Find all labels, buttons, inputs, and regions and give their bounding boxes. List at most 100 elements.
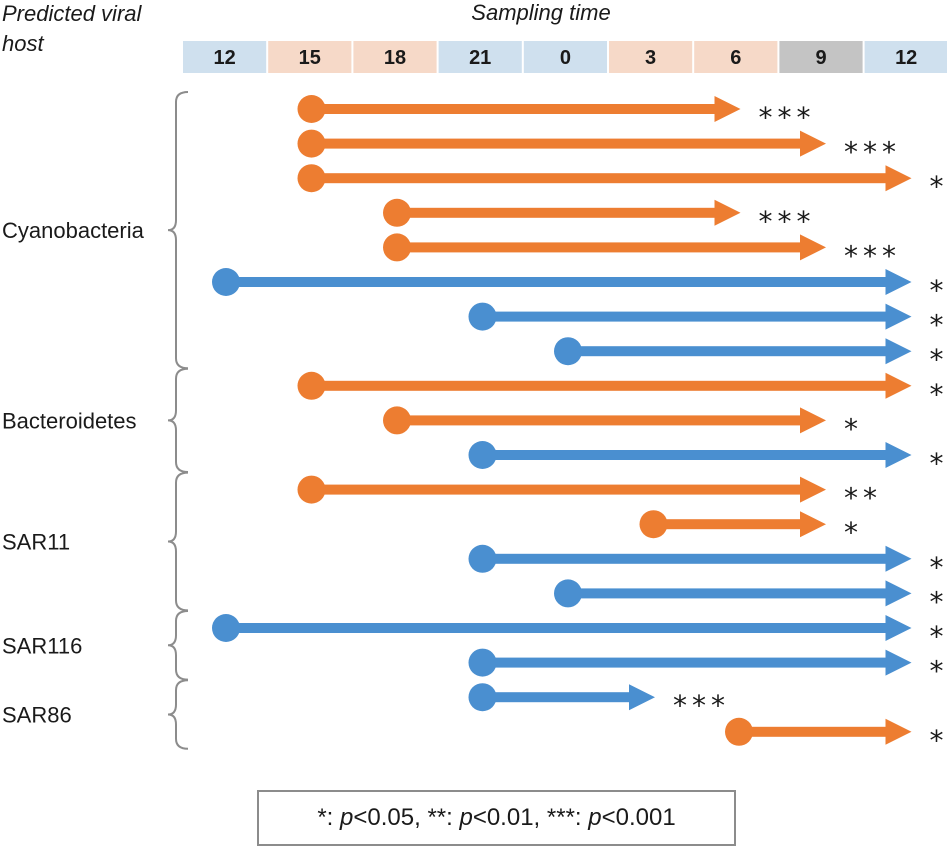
arrow-shaft [311,380,886,391]
arrow-start-dot [725,717,753,746]
arrow-start-dot [554,579,582,608]
bracket-sar86 [167,679,189,750]
time-cell-3 [438,41,522,73]
arrow-head [885,269,912,295]
arrow-start-dot [212,614,240,642]
arrow-head [800,407,826,434]
significance-label: * [844,516,863,549]
significance-label: * [844,412,863,445]
time-label-1: 15 [299,47,321,69]
arrow-row-17: *** [468,683,725,722]
arrow-shaft [311,104,715,114]
arrow-head [800,511,826,538]
bracket-sar11 [167,471,189,612]
arrow-shaft [311,484,800,495]
arrow-row-11: ** [297,475,882,515]
bracket-cyanobacteria [167,91,189,370]
arrow-head [885,580,912,607]
significance-legend: *: p<0.05, **: p<0.01, ***: p<0.001 [257,790,736,846]
arrow-start-dot [468,648,497,677]
significance-label: ** [930,551,947,584]
time-cell-1 [268,41,352,73]
arrow-row-16: * [468,648,947,688]
arrow-shaft [226,277,886,287]
time-label-3: 21 [469,47,491,69]
arrow-shaft [397,207,715,218]
significance-label: *** [844,239,901,272]
time-axis: 12 15 18 21 0 3 6 9 12 [183,41,947,73]
host-label-sar11: SAR11 [2,530,70,555]
significance-label: *** [759,101,816,134]
arrow-head [885,442,912,468]
arrow-start-dot [212,268,240,296]
arrow-head [714,96,741,122]
arrow-shaft [482,311,886,322]
arrow-start-dot [297,164,326,193]
arrow-row-4: *** [383,233,901,272]
significance-label: * [930,620,947,653]
time-label-4: 0 [560,47,571,69]
arrow-head [714,199,741,226]
legend-item-3: ***: p<0.001 [546,804,676,831]
arrow-shaft [482,553,886,564]
arrow-row-14: * [554,579,944,618]
arrow-row-12: * [639,510,863,549]
time-cell-4 [523,41,607,73]
arrow-row-7: *** [554,337,947,376]
arrow-shaft [311,138,800,149]
arrow-shaft [568,346,886,357]
arrow-shaft [226,623,886,633]
arrow-head [885,718,912,745]
arrow-shaft [397,415,800,426]
arrow-shaft [482,657,886,668]
host-label-sar86: SAR86 [2,703,72,728]
time-label-7: 9 [815,47,826,69]
time-label-5: 3 [645,47,656,69]
arrow-start-dot [297,129,326,158]
arrow-shaft [653,519,800,530]
significance-label: *** [930,170,947,203]
arrow-shaft [397,242,800,253]
arrow-start-dot [383,406,411,435]
significance-label: * [930,274,947,307]
arrow-row-15: * [212,614,947,653]
significance-label: *** [759,205,816,238]
arrow-row-2: *** [297,164,947,203]
arrow-start-dot [639,510,668,539]
arrow-start-dot [468,302,497,331]
arrow-head [800,130,826,157]
bracket-sar116 [167,610,189,681]
significance-label: *** [930,309,947,342]
time-label-2: 18 [384,47,406,69]
significance-label: * [930,378,947,411]
legend-item-2: **: p<0.01, [427,804,541,831]
time-cell-0 [183,41,267,73]
significance-label: *** [930,343,947,376]
arrow-row-18: * [725,717,944,757]
arrow-head [885,165,912,192]
host-label-bacteroidetes: Bacteroidetes [2,408,137,433]
arrow-start-dot [383,198,411,227]
host-axis-title-line2: host [2,31,44,56]
arrow-start-dot [297,475,326,504]
arrow-head [629,684,655,711]
legend-item-1: *: p<0.05, [317,804,421,831]
host-brackets: Cyanobacteria Bacteroidetes SAR11 SAR116 SAR… [2,91,189,750]
arrow-start-dot [468,683,497,712]
arrow-head [800,234,826,261]
arrow-rows: ************************************* [212,95,947,757]
arrow-head [885,303,912,330]
arrow-row-0: *** [297,95,816,134]
arrow-head [885,649,912,676]
significance-label: *** [844,136,901,169]
arrow-start-dot [297,95,326,123]
significance-label: ** [844,482,882,515]
arrow-head [885,545,912,572]
arrow-start-dot [468,441,497,469]
significance-label: * [930,447,947,480]
bracket-bacteroidetes [167,367,189,473]
arrow-row-10: * [468,441,947,480]
significance-label: * [930,655,947,688]
arrow-start-dot [554,337,582,366]
